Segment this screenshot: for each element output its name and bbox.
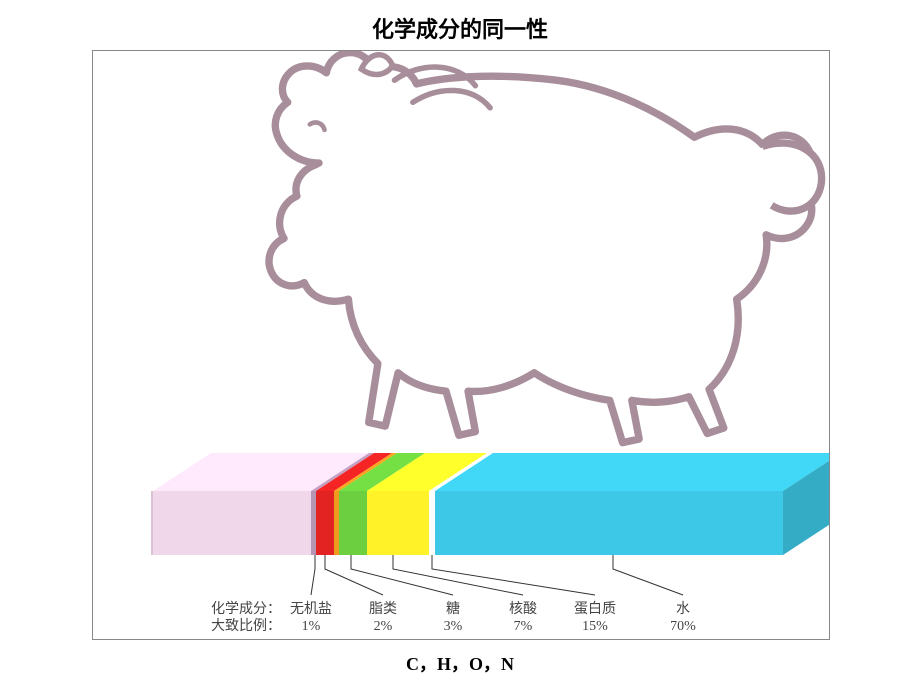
bar-front-water (435, 491, 783, 555)
label-lipid: 脂类 (369, 601, 397, 617)
pointer-mineral (311, 555, 315, 595)
percent-water: 70% (670, 619, 696, 634)
percent-mineral: 1% (302, 619, 321, 634)
label-mineral: 无机盐 (290, 601, 332, 617)
row-label-component: 化学成分： (211, 601, 281, 617)
bar-left-edge (151, 491, 153, 555)
label-nucleic: 核酸 (509, 601, 537, 617)
bar-front-protein (429, 491, 435, 555)
row-label-percent: 大致比例： (211, 618, 281, 634)
label-sugar: 糖 (446, 601, 460, 617)
label-water: 水 (676, 601, 690, 617)
figure-frame: 化学成分：大致比例： 无机盐 1% 脂类 2% 糖 3% 核酸 7% 蛋白质 15% 水 70% (92, 50, 830, 640)
figure-svg: 化学成分：大致比例： 无机盐 1% 脂类 2% 糖 3% 核酸 7% 蛋白质 15% 水 70% (93, 51, 829, 639)
bar-front-lipid_gap (311, 491, 316, 555)
pointer-nucleic (393, 555, 523, 595)
bar-front-sugar_gap (334, 491, 339, 555)
pointer-water (613, 555, 683, 595)
footer-elements: C，H，O，N (0, 650, 920, 676)
pointer-protein (432, 555, 595, 595)
label-protein: 蛋白质 (574, 601, 616, 617)
bar-front-nucleic (367, 491, 429, 555)
bar-front-mineral (153, 491, 311, 555)
bar-front-sugar (339, 491, 367, 555)
percent-sugar: 3% (444, 619, 463, 634)
percent-protein: 15% (582, 619, 608, 634)
bar-top-water (435, 453, 829, 491)
percent-lipid: 2% (374, 619, 393, 634)
horse-outline (269, 53, 822, 443)
percent-nucleic: 7% (514, 619, 533, 634)
pointer-sugar (351, 555, 453, 595)
bar-front-lipid (316, 491, 334, 555)
page-title: 化学成分的同一性 (0, 12, 920, 44)
